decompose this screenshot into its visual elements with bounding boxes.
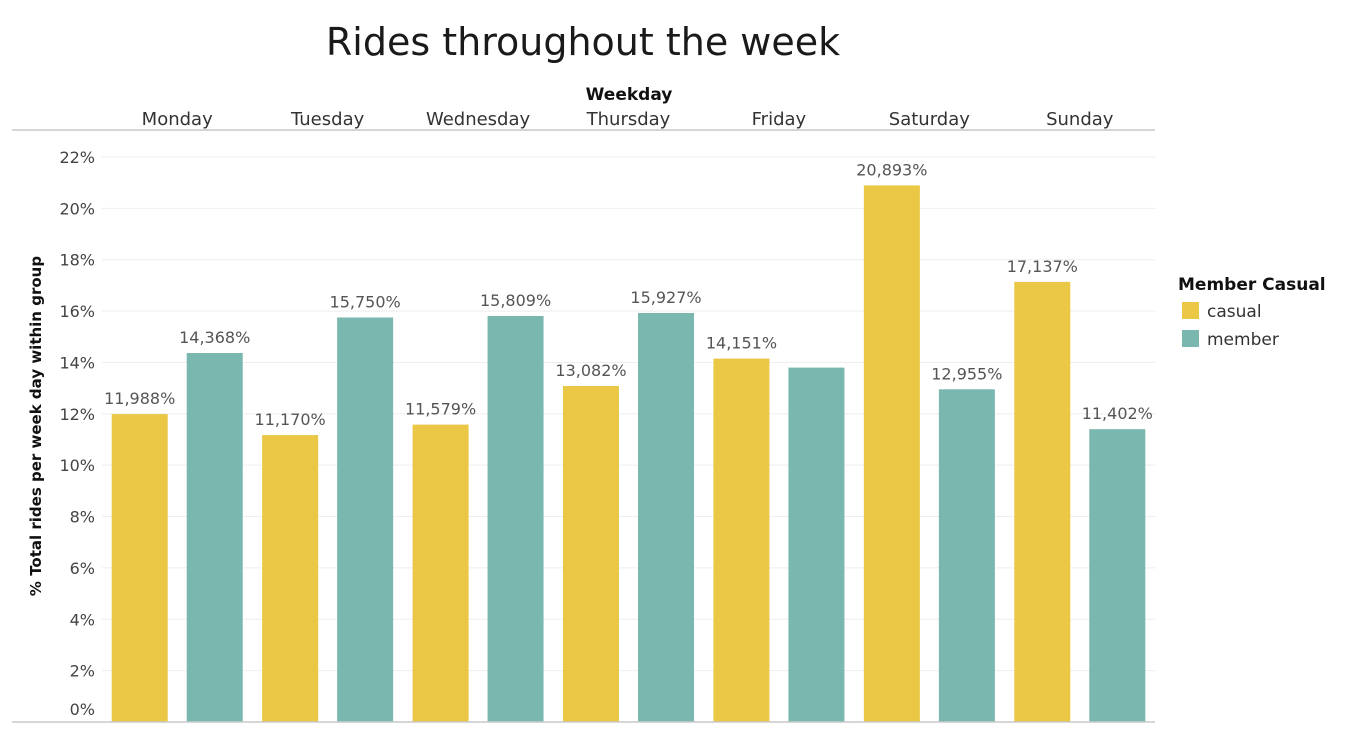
data-label: 11,988%: [104, 389, 175, 408]
x-tick-label: Wednesday: [426, 109, 531, 130]
bar-casual: [563, 386, 619, 722]
legend-title: Member Casual: [1178, 275, 1326, 295]
y-tick-label: 10%: [59, 456, 95, 475]
data-label: 15,809%: [480, 291, 551, 310]
bar-member: [788, 367, 845, 722]
bar-casual: [111, 414, 168, 722]
data-label: 11,402%: [1082, 404, 1153, 423]
bar-member: [938, 389, 995, 722]
data-label: 14,151%: [706, 334, 777, 353]
bar-casual: [863, 185, 920, 722]
legend-label: member: [1207, 330, 1279, 350]
x-axis-title: Weekday: [586, 85, 673, 105]
legend-swatch: [1182, 330, 1199, 347]
data-label: 17,137%: [1007, 257, 1078, 276]
bar-casual: [412, 424, 469, 722]
data-label: 13,082%: [555, 361, 626, 380]
x-tick-label: Tuesday: [290, 109, 365, 130]
y-tick-label: 22%: [59, 148, 95, 167]
y-tick-label: 14%: [59, 353, 95, 372]
x-tick-label: Monday: [142, 109, 213, 130]
bar-member: [337, 317, 394, 722]
bar-casual: [1014, 281, 1071, 722]
legend-swatch: [1182, 302, 1199, 319]
bar-casual: [262, 435, 319, 722]
data-label: 15,750%: [330, 293, 401, 312]
data-label: 11,579%: [405, 400, 476, 419]
x-tick-label: Sunday: [1046, 109, 1114, 130]
y-tick-label: 0%: [70, 700, 95, 719]
x-tick-label: Thursday: [586, 109, 671, 130]
data-label: 12,955%: [931, 364, 1002, 383]
chart-title: Rides throughout the week: [326, 20, 840, 64]
y-axis-title: % Total rides per week day within group: [27, 256, 45, 596]
y-tick-label: 8%: [70, 508, 95, 527]
data-label: 20,893%: [856, 160, 927, 179]
y-tick-label: 16%: [59, 302, 95, 321]
y-tick-label: 6%: [70, 559, 95, 578]
bar-member: [1089, 429, 1146, 722]
bar-casual: [713, 358, 770, 722]
bar-member: [487, 315, 544, 722]
legend-label: casual: [1207, 302, 1262, 322]
data-labels: 11,988% 14,368% 11,170% 15,750% 11,579% 15,80…: [104, 160, 1153, 429]
data-label: 11,170%: [255, 410, 326, 429]
y-tick-label: 2%: [70, 662, 95, 681]
bars: [111, 185, 1146, 722]
legend: Member Casual casual member: [1178, 275, 1326, 350]
bar-member: [186, 353, 243, 722]
y-tick-label: 4%: [70, 610, 95, 629]
data-label: 15,927%: [630, 288, 701, 307]
y-tick-label: 12%: [59, 405, 95, 424]
x-tick-label: Friday: [752, 109, 807, 130]
category-header: Monday Tuesday Wednesday Thursday Friday Satu…: [142, 109, 1114, 130]
y-tick-label: 18%: [59, 251, 95, 270]
y-axis-ticks: 0% 2% 4% 6% 8% 10% 12% 14% 16% 18% 20% 22%: [59, 148, 95, 719]
y-tick-label: 20%: [59, 199, 95, 218]
data-label: 14,368%: [179, 328, 250, 347]
x-tick-label: Saturday: [889, 109, 970, 130]
bar-member: [638, 312, 694, 722]
